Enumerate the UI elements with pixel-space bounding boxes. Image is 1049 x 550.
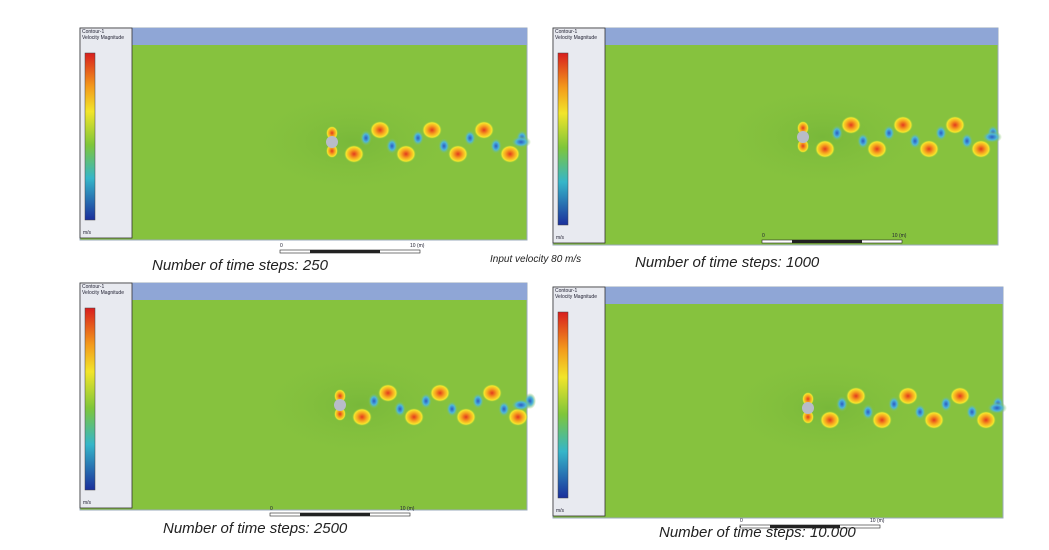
outlet-cold	[511, 136, 531, 148]
vortex-warm	[500, 145, 520, 163]
vortex-cold	[940, 396, 952, 412]
legend-title: Velocity Magnitude	[82, 35, 124, 41]
vortex-warm	[396, 145, 416, 163]
colorbar	[85, 53, 95, 220]
wake	[718, 353, 938, 463]
vortex-warm	[872, 411, 892, 429]
caption: Number of time steps: 250	[152, 257, 329, 274]
vortex-cold	[472, 393, 484, 409]
outlet-cold	[982, 131, 1002, 143]
figure: Input velocity 80 m/s Contour-1Velocity …	[0, 0, 1049, 550]
vortex-cold	[420, 393, 432, 409]
vortex-warm	[422, 121, 442, 139]
header-strip	[553, 28, 998, 45]
vortex-warm	[820, 411, 840, 429]
cylinder	[334, 399, 346, 411]
vortex-cold	[490, 138, 502, 154]
vortex-warm	[378, 384, 398, 402]
caption: Number of time steps: 2500	[163, 520, 348, 537]
unit-label: m/s	[556, 508, 565, 514]
caption: Number of time steps: 10.000	[659, 524, 856, 541]
vortex-cold	[836, 396, 848, 412]
vortex-cold	[412, 130, 424, 146]
vortex-warm	[893, 116, 913, 134]
annotation: Input velocity 80 m/s	[490, 254, 581, 265]
vortex-warm	[867, 140, 887, 158]
unit-label: m/s	[83, 230, 92, 236]
vortex-cold	[857, 133, 869, 149]
cylinder	[797, 131, 809, 143]
vortex-cold	[446, 401, 458, 417]
header-strip	[80, 28, 527, 45]
legend-title: Velocity Magnitude	[555, 294, 597, 300]
colorbar	[85, 308, 95, 490]
legend-title: Velocity Magnitude	[555, 35, 597, 41]
scale-bar-fill	[792, 240, 862, 243]
vortex-warm	[474, 121, 494, 139]
cylinder	[326, 136, 338, 148]
wake	[713, 82, 933, 192]
scale-label: 0	[270, 506, 273, 512]
outlet-cold	[511, 399, 531, 411]
scale-label: 0	[280, 243, 283, 249]
scale-label: 0	[762, 233, 765, 239]
vortex-cold	[438, 138, 450, 154]
vortex-warm	[482, 384, 502, 402]
unit-label: m/s	[83, 500, 92, 506]
wake	[242, 87, 462, 197]
vortex-cold	[961, 133, 973, 149]
vortex-warm	[404, 408, 424, 426]
header-strip	[80, 283, 527, 300]
vortex-cold	[394, 401, 406, 417]
vortex-warm	[430, 384, 450, 402]
vortex-warm	[370, 121, 390, 139]
vortex-cold	[888, 396, 900, 412]
colorbar	[558, 312, 568, 498]
vortex-warm	[815, 140, 835, 158]
vortex-cold	[464, 130, 476, 146]
legend-title: Velocity Magnitude	[82, 290, 124, 296]
vortex-cold	[909, 133, 921, 149]
vortex-cold	[368, 393, 380, 409]
vortex-warm	[945, 116, 965, 134]
vortex-cold	[831, 125, 843, 141]
vortex-cold	[935, 125, 947, 141]
vortex-cold	[386, 138, 398, 154]
vortex-warm	[950, 387, 970, 405]
vortex-warm	[976, 411, 996, 429]
header-strip	[553, 287, 1003, 304]
vortex-warm	[448, 145, 468, 163]
wake	[250, 350, 470, 460]
vortex-warm	[898, 387, 918, 405]
vortex-warm	[924, 411, 944, 429]
vortex-warm	[919, 140, 939, 158]
vortex-warm	[352, 408, 372, 426]
caption: Number of time steps: 1000	[635, 254, 820, 271]
scale-label: 10 (m)	[400, 506, 415, 512]
cylinder	[802, 402, 814, 414]
scale-label: 10 (m)	[410, 243, 425, 249]
scale-label: 10 (m)	[870, 518, 885, 524]
vortex-warm	[971, 140, 991, 158]
vortex-cold	[360, 130, 372, 146]
vortex-warm	[456, 408, 476, 426]
colorbar	[558, 53, 568, 225]
vortex-cold	[498, 401, 510, 417]
vortex-cold	[914, 404, 926, 420]
vortex-warm	[841, 116, 861, 134]
scale-label: 10 (m)	[892, 233, 907, 239]
scale-bar-fill	[300, 513, 370, 516]
vortex-cold	[862, 404, 874, 420]
outlet-cold	[987, 402, 1007, 414]
vortex-cold	[883, 125, 895, 141]
vortex-cold	[966, 404, 978, 420]
vortex-warm	[344, 145, 364, 163]
unit-label: m/s	[556, 235, 565, 241]
vortex-warm	[846, 387, 866, 405]
scale-bar-fill	[310, 250, 380, 253]
